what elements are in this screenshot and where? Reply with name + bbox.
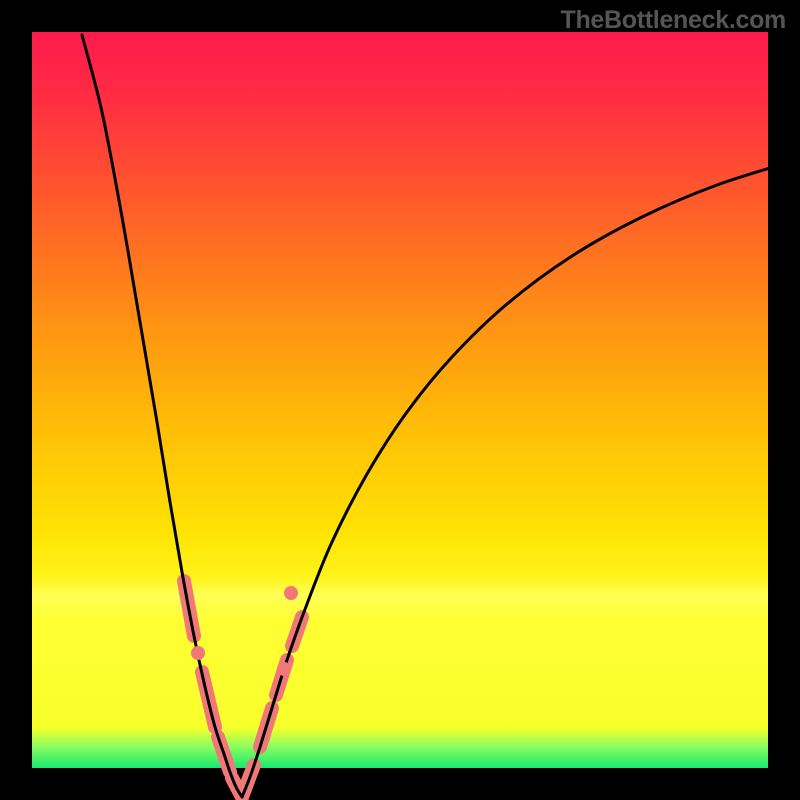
chart-svg (0, 0, 800, 800)
marker-dot (284, 586, 298, 600)
watermark-text: TheBottleneck.com (560, 6, 786, 35)
marker-dot (191, 646, 205, 660)
marker-dot (277, 662, 291, 676)
bottleneck-chart: TheBottleneck.com (0, 0, 800, 800)
plot-gradient-background (32, 32, 768, 768)
